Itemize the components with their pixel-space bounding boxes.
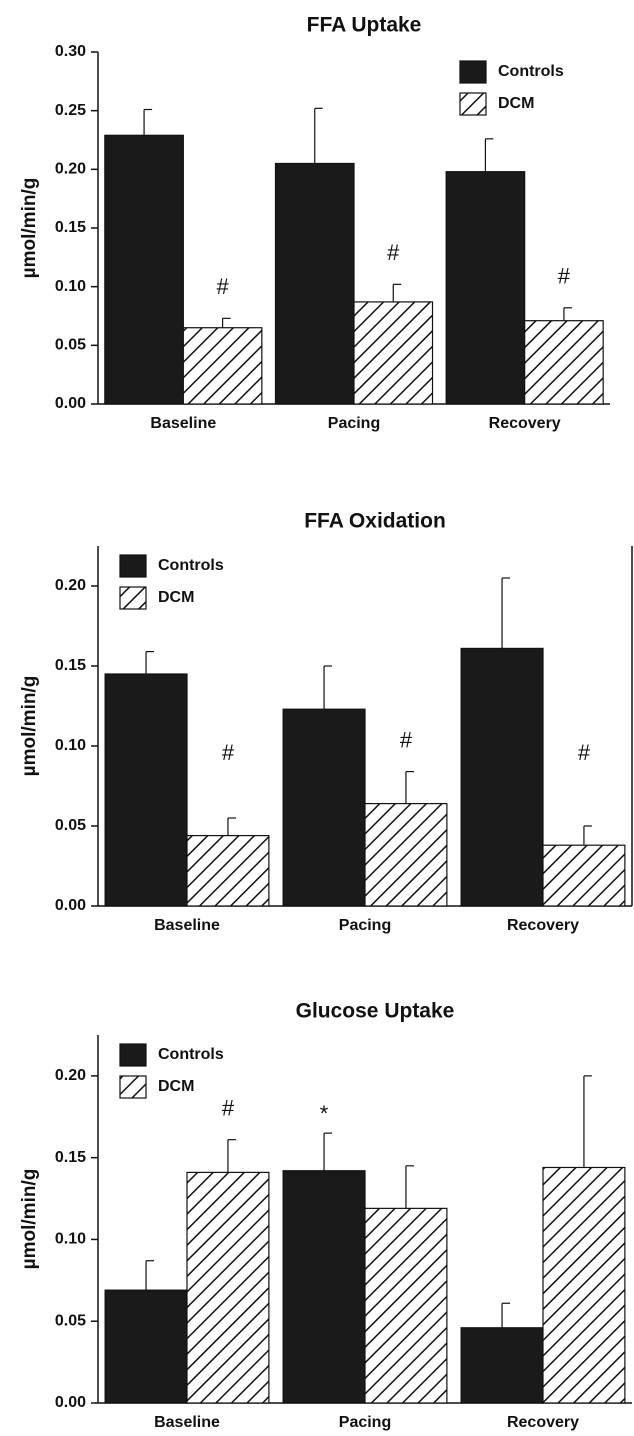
bar: [364, 802, 448, 907]
x-tick-label: Recovery: [507, 1414, 579, 1431]
bar: [542, 1166, 626, 1404]
x-tick-label: Pacing: [328, 415, 380, 432]
bar: [182, 327, 263, 405]
legend-swatch: [119, 1075, 147, 1099]
chart-title: Glucose Uptake: [296, 1000, 455, 1023]
significance-mark: *: [320, 1101, 329, 1126]
bar: [104, 134, 184, 405]
legend-label: DCM: [158, 589, 194, 606]
bar: [104, 673, 188, 907]
y-axis-label: µmol/min/g: [19, 178, 40, 279]
significance-mark: #: [400, 727, 413, 752]
x-tick-label: Pacing: [339, 917, 391, 934]
chart-title: FFA Oxidation: [304, 510, 446, 533]
bar: [542, 844, 626, 907]
y-tick-label: 0.10: [55, 1231, 86, 1248]
legend-label: DCM: [158, 1078, 194, 1095]
y-tick-label: 0.30: [55, 43, 86, 60]
bar: [186, 834, 270, 907]
significance-mark: #: [387, 240, 400, 265]
x-tick-label: Pacing: [339, 1414, 391, 1431]
y-tick-label: 0.00: [55, 1394, 86, 1411]
y-tick-label: 0.05: [55, 817, 86, 834]
bar: [104, 1289, 188, 1404]
legend-swatch: [119, 554, 147, 578]
x-tick-label: Baseline: [150, 415, 216, 432]
bar: [282, 1170, 366, 1404]
x-tick-label: Baseline: [154, 1414, 220, 1431]
bar: [445, 171, 526, 405]
y-tick-label: 0.15: [55, 1149, 86, 1166]
y-tick-label: 0.15: [55, 657, 86, 674]
y-axis-label: µmol/min/g: [19, 1169, 40, 1270]
legend-label: DCM: [498, 95, 534, 112]
chart-title: FFA Uptake: [307, 14, 422, 37]
bar: [274, 162, 355, 405]
significance-mark: #: [222, 740, 235, 765]
y-tick-label: 0.20: [55, 577, 86, 594]
y-tick-label: 0.00: [55, 897, 86, 914]
y-tick-label: 0.10: [55, 737, 86, 754]
x-tick-label: Recovery: [507, 917, 579, 934]
bar: [186, 1171, 270, 1404]
bar: [364, 1207, 448, 1404]
significance-mark: #: [216, 274, 229, 299]
y-tick-label: 0.00: [55, 395, 86, 412]
y-axis-label: µmol/min/g: [19, 676, 40, 777]
bar: [524, 320, 604, 405]
significance-mark: #: [558, 264, 571, 289]
legend-swatch: [459, 60, 487, 84]
y-tick-label: 0.05: [55, 1312, 86, 1329]
legend-label: Controls: [498, 63, 564, 80]
y-tick-label: 0.25: [55, 102, 86, 119]
significance-mark: #: [222, 1095, 235, 1120]
bar: [282, 708, 366, 907]
y-tick-label: 0.20: [55, 1067, 86, 1084]
y-tick-label: 0.05: [55, 337, 86, 354]
y-tick-label: 0.15: [55, 219, 86, 236]
x-tick-label: Baseline: [154, 917, 220, 934]
legend-label: Controls: [158, 1046, 224, 1063]
x-tick-label: Recovery: [489, 415, 561, 432]
legend-swatch: [459, 92, 487, 116]
legend-swatch: [119, 1043, 147, 1067]
bar: [460, 647, 544, 907]
significance-mark: #: [578, 740, 591, 765]
legend-swatch: [119, 586, 147, 610]
bar: [460, 1327, 544, 1404]
y-tick-label: 0.20: [55, 161, 86, 178]
bar: [353, 301, 434, 405]
y-tick-label: 0.10: [55, 278, 86, 295]
legend-label: Controls: [158, 557, 224, 574]
